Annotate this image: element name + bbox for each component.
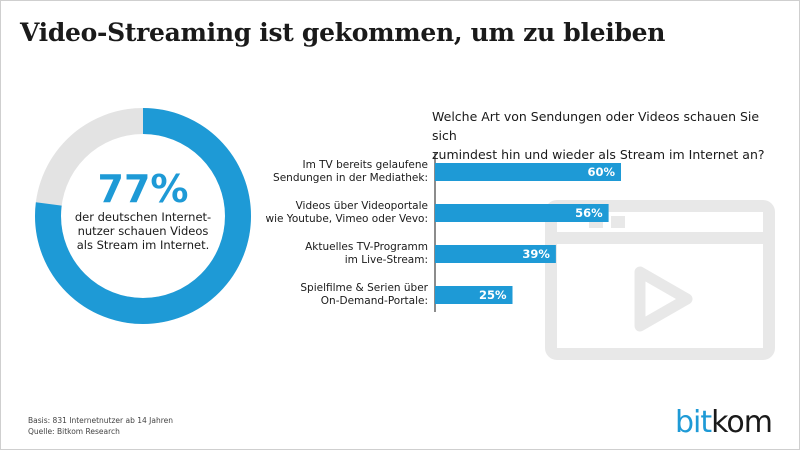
bar-category-label-1: Im TV bereits gelaufene Sendungen in der … bbox=[228, 159, 428, 185]
logo-part-2: kom bbox=[711, 405, 773, 440]
bar-category-label-line: Aktuelles TV-Programm bbox=[305, 241, 428, 253]
bar-3 bbox=[435, 245, 556, 263]
bar-category-label-line: Sendungen in der Mediathek: bbox=[273, 172, 428, 184]
bar-value-label-3: 39% bbox=[522, 247, 550, 261]
footnote-source: Quelle: Bitkom Research bbox=[28, 427, 120, 436]
bar-category-label-line: Spielfilme & Serien über bbox=[300, 282, 428, 294]
donut-percent-label: 77% bbox=[97, 167, 189, 211]
footnote-basis: Basis: 831 Internetnutzer ab 14 Jahren bbox=[28, 416, 174, 425]
bar-value-label-1: 60% bbox=[587, 165, 615, 179]
bar-category-label-line: On-Demand-Portale: bbox=[320, 295, 428, 307]
bar-chart-question: Welche Art von Sendungen oder Videos sch… bbox=[432, 107, 782, 164]
logo-part-1: bit bbox=[674, 405, 712, 440]
bar-category-label-2: Videos über Videoportale wie Youtube, Vim… bbox=[228, 200, 429, 226]
bar-value-label-4: 25% bbox=[479, 288, 507, 302]
bar-category-label-4: Spielfilme & Serien über On-Demand-Portal… bbox=[228, 282, 428, 308]
bar-category-label-line: Videos über Videoportale bbox=[295, 200, 428, 212]
footnote: Basis: 831 Internetnutzer ab 14 Jahren Q… bbox=[28, 415, 173, 437]
bar-category-label-3: Aktuelles TV-Programm im Live-Stream: bbox=[228, 241, 428, 267]
question-line-1: Welche Art von Sendungen oder Videos sch… bbox=[432, 109, 760, 143]
donut-description: der deutschen Internet-nutzer schauen Vi… bbox=[74, 210, 212, 252]
bar-1 bbox=[435, 163, 621, 181]
bar-category-label-line: Im TV bereits gelaufene bbox=[302, 159, 428, 171]
donut-value-arc bbox=[35, 108, 251, 324]
bar-2 bbox=[435, 204, 609, 222]
donut-center-text: 77% der deutschen Internet-nutzer schaue… bbox=[68, 170, 218, 252]
donut-chart bbox=[35, 108, 251, 324]
bar-4 bbox=[435, 286, 513, 304]
question-line-2: zumindest hin und wieder als Stream im I… bbox=[432, 147, 765, 162]
bar-category-label-line: im Live-Stream: bbox=[344, 254, 428, 266]
bar-value-label-2: 56% bbox=[575, 206, 603, 220]
bar-category-label-line: wie Youtube, Vimeo oder Vevo: bbox=[265, 213, 429, 225]
bitkom-logo: bitkom bbox=[674, 405, 773, 440]
page-title: Video-Streaming ist gekommen, um zu blei… bbox=[20, 18, 666, 47]
